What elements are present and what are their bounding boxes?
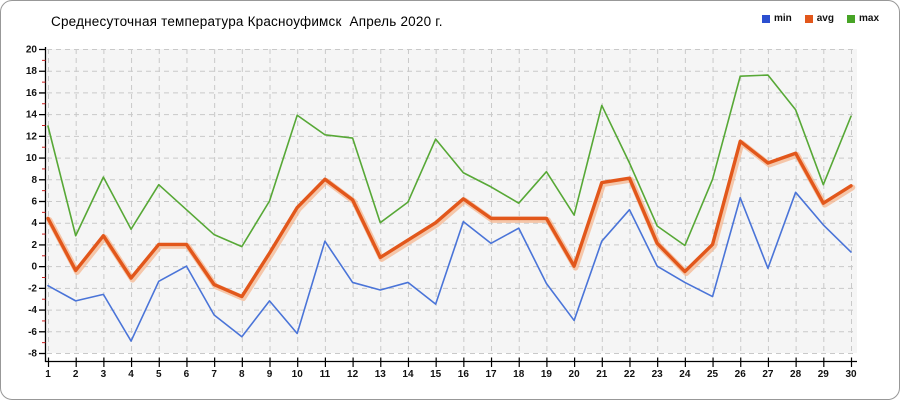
x-tick-label: 13 (375, 369, 387, 380)
y-tick-label: 12 (26, 131, 38, 142)
x-tick-label: 26 (735, 369, 747, 380)
y-tick-label: -4 (28, 305, 37, 316)
x-tick-label: 19 (541, 369, 553, 380)
y-axis: -8 -6 -4 -2 0 2 4 6 8 10 12 14 16 18 20 (26, 45, 47, 362)
legend-item-max: max (846, 13, 879, 24)
x-tick-label: 12 (347, 369, 359, 380)
avg-series-line (46, 139, 853, 299)
x-tick-label: 3 (101, 369, 107, 380)
x-tick-label: 9 (267, 369, 273, 380)
x-tick-label: 15 (430, 369, 442, 380)
x-tick-label: 14 (402, 369, 414, 380)
y-tick-label: -2 (28, 283, 37, 294)
x-tick-label: 22 (624, 369, 636, 380)
x-tick-label: 5 (156, 369, 162, 380)
x-tick-label: 28 (790, 369, 802, 380)
x-tick-label: 16 (458, 369, 470, 380)
legend-label-min: min (773, 13, 792, 24)
y-tick-label: 0 (31, 262, 37, 273)
x-tick-label: 2 (73, 369, 79, 380)
x-tick-label: 17 (485, 369, 497, 380)
x-tick-label: 20 (569, 369, 581, 380)
x-tick-label: 25 (707, 369, 719, 380)
y-tick-label: 6 (31, 197, 37, 208)
x-tick-label: 18 (513, 369, 525, 380)
chart-legend: min avg max (761, 13, 879, 24)
x-tick-label: 8 (239, 369, 245, 380)
x-axis: 1 2 3 4 5 6 7 8 9 10 11 12 13 14 15 16 17 18 19 20 21 22 23 24 2… (45, 357, 857, 380)
x-tick-label: 30 (845, 369, 857, 380)
min-series-swatch-icon (761, 14, 770, 23)
x-tick-label: 27 (762, 369, 774, 380)
x-tick-label: 23 (652, 369, 664, 380)
y-tick-label: -8 (28, 349, 37, 360)
x-tick-label: 24 (679, 369, 691, 380)
x-tick-label: 7 (211, 369, 217, 380)
y-tick-label: 14 (26, 110, 38, 121)
x-tick-label: 6 (184, 369, 190, 380)
x-tick-label: 4 (128, 369, 134, 380)
y-tick-label: -6 (28, 327, 37, 338)
x-tick-label: 11 (320, 369, 331, 380)
chart-title: Среднесуточная температура Красноуфимск … (51, 14, 443, 29)
y-tick-label: 8 (31, 175, 37, 186)
x-tick-label: 1 (45, 369, 51, 380)
y-tick-label: 16 (26, 88, 38, 99)
y-tick-label: 2 (31, 240, 37, 251)
max-series-line (47, 74, 852, 248)
legend-label-avg: avg (816, 13, 834, 24)
x-tick-label: 21 (596, 369, 608, 380)
y-tick-label: 10 (26, 153, 38, 164)
x-tick-label: 10 (292, 369, 304, 380)
max-series-swatch-icon (846, 14, 855, 23)
legend-item-avg: avg (804, 13, 834, 24)
legend-item-min: min (761, 13, 792, 24)
y-tick-label: 20 (26, 45, 38, 56)
legend-label-max: max (858, 13, 879, 24)
avg-series-swatch-icon (804, 14, 813, 23)
y-tick-label: 18 (26, 66, 38, 77)
y-tick-label: 4 (31, 218, 37, 229)
min-series-line (47, 191, 852, 342)
x-tick-label: 29 (818, 369, 830, 380)
